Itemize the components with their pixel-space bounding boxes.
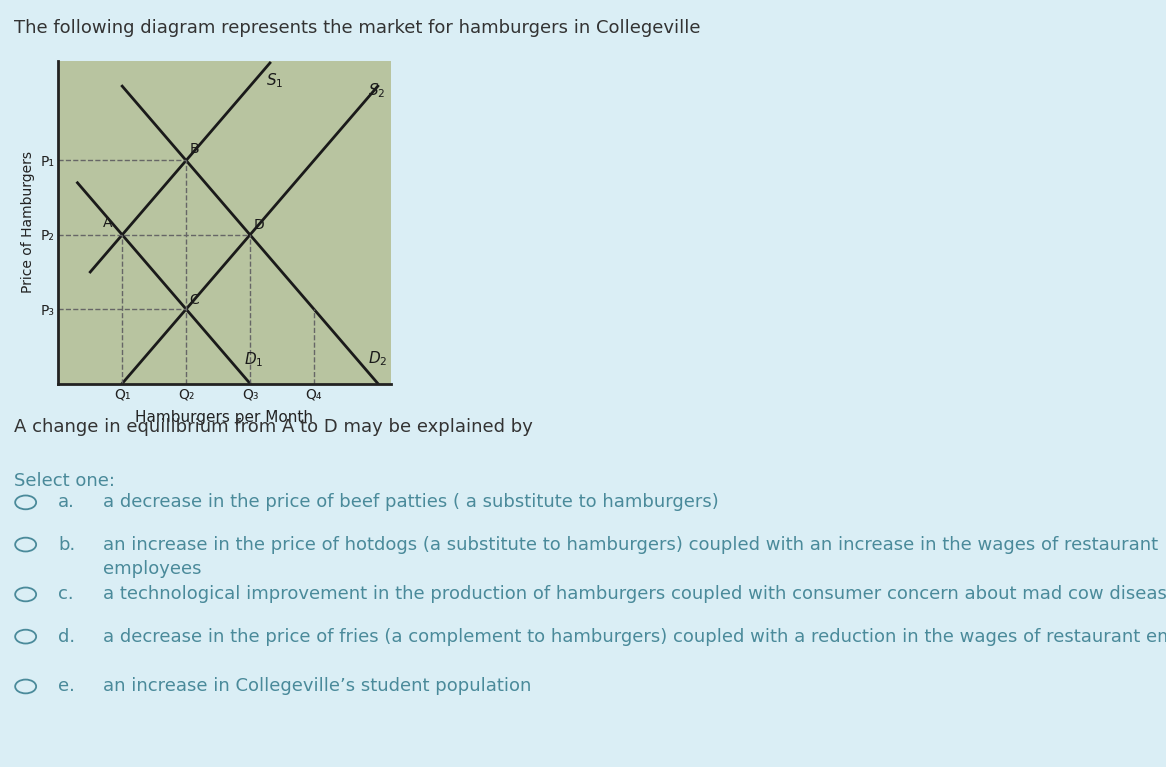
Text: employees: employees: [103, 560, 201, 578]
X-axis label: Hamburgers per Month: Hamburgers per Month: [135, 410, 314, 425]
Y-axis label: Price of Hamburgers: Price of Hamburgers: [21, 151, 35, 294]
Text: $S_2$: $S_2$: [368, 82, 386, 100]
Text: a technological improvement in the production of hamburgers coupled with consume: a technological improvement in the produ…: [103, 585, 1166, 604]
Text: a.: a.: [58, 493, 75, 512]
Text: $D_1$: $D_1$: [244, 350, 264, 369]
Text: D: D: [253, 219, 264, 232]
Text: e.: e.: [58, 677, 75, 696]
Text: an increase in the price of hotdogs (a substitute to hamburgers) coupled with an: an increase in the price of hotdogs (a s…: [103, 535, 1158, 554]
Text: an increase in Collegeville’s student population: an increase in Collegeville’s student po…: [103, 677, 531, 696]
Text: A change in equilibrium from A to D may be explained by: A change in equilibrium from A to D may …: [14, 418, 533, 436]
Text: $D_2$: $D_2$: [368, 350, 387, 368]
Text: a decrease in the price of beef patties ( a substitute to hamburgers): a decrease in the price of beef patties …: [103, 493, 718, 512]
Text: b.: b.: [58, 535, 76, 554]
Text: Select one:: Select one:: [14, 472, 115, 489]
Text: C: C: [189, 293, 199, 307]
Text: The following diagram represents the market for hamburgers in Collegeville: The following diagram represents the mar…: [14, 19, 701, 37]
Text: B: B: [189, 142, 199, 156]
Text: $S_1$: $S_1$: [266, 71, 283, 90]
Text: d.: d.: [58, 627, 76, 646]
Text: A: A: [103, 216, 113, 230]
Text: c.: c.: [58, 585, 73, 604]
Text: a decrease in the price of fries (a complement to hamburgers) coupled with a red: a decrease in the price of fries (a comp…: [103, 627, 1166, 646]
